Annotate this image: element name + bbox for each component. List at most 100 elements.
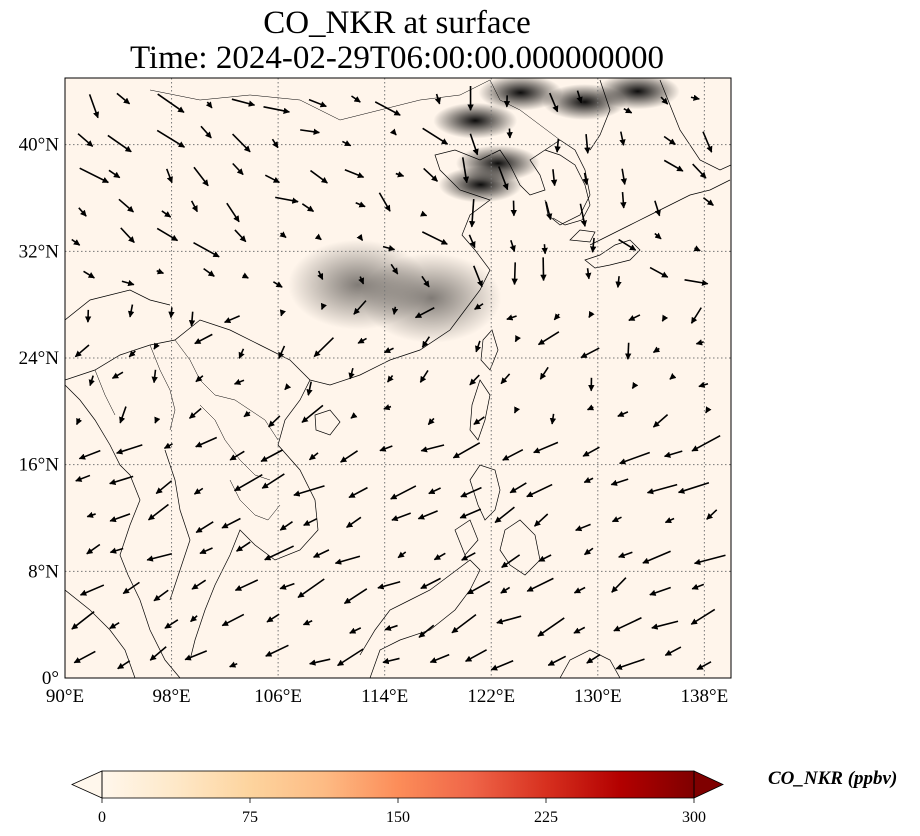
wind-arrow [279, 521, 293, 531]
wind-arrow [553, 313, 561, 321]
wind-arrow [320, 302, 327, 310]
wind-arrow [188, 311, 196, 327]
wind-arrow [75, 417, 83, 426]
wind-arrow [234, 579, 259, 592]
wind-arrow [498, 166, 509, 191]
wind-arrow [122, 581, 140, 595]
wind-arrow [232, 162, 244, 176]
lon-tick-label: 98°E [152, 686, 190, 707]
wind-arrow [550, 169, 558, 187]
wind-arrow [660, 96, 669, 105]
wind-arrow [664, 517, 675, 524]
wind-arrow [649, 266, 669, 278]
wind-arrow [663, 450, 683, 458]
wind-arrow [279, 582, 295, 590]
wind-arrow [691, 434, 721, 452]
colorbar-extend-low [71, 770, 103, 799]
wind-arrow [475, 340, 482, 353]
wind-arrow [268, 415, 281, 428]
wind-arrow [421, 336, 431, 348]
wind-arrow [377, 580, 401, 590]
wind-arrow [619, 131, 626, 146]
wind-arrow [153, 342, 160, 350]
wind-arrow [308, 98, 327, 108]
wind-arrow [203, 267, 215, 277]
wind-arrow [582, 446, 600, 457]
wind-arrow [193, 166, 209, 187]
wind-arrow [459, 508, 482, 519]
wind-arrow [241, 272, 249, 279]
wind-arrow [382, 245, 396, 252]
wind-arrow [695, 339, 704, 346]
wind-arrow [501, 554, 521, 569]
wind-arrow [164, 619, 179, 629]
wind-arrow [619, 451, 651, 465]
wind-arrow [195, 521, 214, 534]
wind-arrow [378, 192, 391, 212]
co-plume [595, 78, 680, 110]
colorbar-tick-label: 150 [386, 809, 410, 826]
wind-arrow [706, 509, 718, 520]
wind-arrow [310, 169, 328, 184]
lat-tick-label: 32°N [19, 241, 60, 262]
wind-arrow [414, 307, 435, 319]
map-title-line1: CO_NKR at surface [263, 5, 531, 41]
wind-arrow [71, 611, 95, 630]
wind-arrow [434, 93, 441, 105]
lat-tick-label: 8°N [28, 561, 59, 582]
wind-arrow [383, 404, 392, 411]
wind-arrow [189, 407, 202, 419]
wind-arrow [466, 580, 491, 595]
lon-tick-label: 114°E [361, 686, 408, 707]
wind-arrow [161, 210, 172, 218]
wind-arrow [496, 615, 522, 625]
longitude-tick-labels: 90°E 98°E 106°E 114°E 122°E 130°E 138°E [46, 686, 728, 707]
wind-arrow [154, 416, 161, 424]
wind-arrow [353, 300, 367, 315]
wind-arrow [358, 276, 365, 285]
wind-arrow [357, 337, 367, 344]
wind-arrow [465, 649, 487, 663]
wind-arrow [119, 406, 127, 424]
wind-arrow [107, 134, 132, 153]
wind-arrow [428, 487, 441, 495]
wind-arrow [317, 270, 324, 281]
wind-arrow [88, 94, 100, 119]
wind-arrow [349, 627, 362, 634]
wind-arrow [509, 482, 527, 494]
wind-arrow [190, 200, 198, 213]
wind-arrow [109, 475, 134, 485]
wind-arrow [702, 197, 714, 206]
wind-arrow [73, 650, 96, 664]
wind-arrow [702, 131, 713, 153]
wind-arrow [533, 441, 559, 454]
lat-tick-label: 24°N [19, 348, 60, 369]
wind-arrow [148, 503, 169, 521]
wind-arrow [549, 413, 557, 425]
wind-arrow [344, 168, 365, 179]
wind-arrow [356, 233, 364, 241]
wind-arrow [537, 617, 565, 637]
co-plume [433, 102, 518, 139]
colorbar-extend-high [693, 770, 724, 799]
wind-arrow [690, 94, 700, 101]
wind-arrow [652, 414, 669, 428]
wind-arrow [195, 436, 218, 448]
wind-arrow [275, 196, 299, 204]
wind-arrow [397, 551, 407, 559]
wind-arrow [547, 655, 567, 666]
wind-arrow [631, 381, 639, 389]
wind-arrow [419, 369, 429, 383]
colorbar-tick-label: 75 [242, 809, 258, 826]
wind-arrow [384, 624, 398, 631]
wind-arrow [652, 346, 661, 354]
wind-arrow [109, 513, 131, 523]
co-plume [288, 239, 429, 330]
map-background [65, 78, 731, 678]
wind-arrow [573, 586, 586, 594]
wind-arrow [494, 506, 515, 524]
wind-arrow [610, 478, 629, 486]
wind-arrow [75, 474, 91, 482]
co-plume [478, 78, 563, 111]
